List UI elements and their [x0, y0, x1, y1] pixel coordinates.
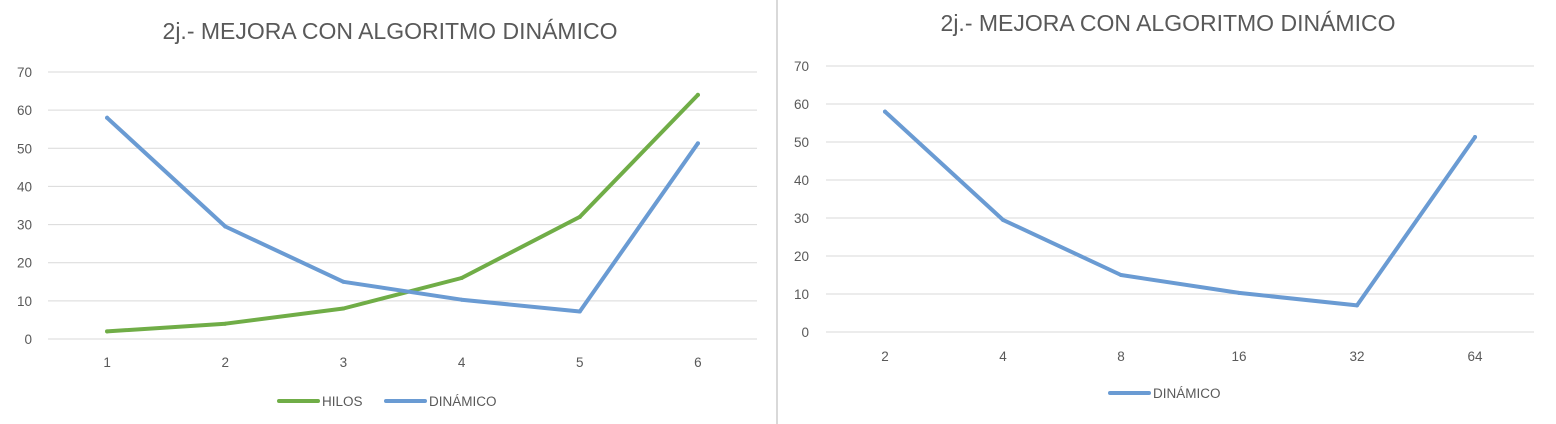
legend-label: DINÁMICO — [429, 394, 497, 409]
data-point-dinamico — [223, 224, 228, 229]
chart-panel-left: 2j.- MEJORA CON ALGORITMO DINÁMICO 0 10 20… — [0, 0, 776, 424]
y-tick-label: 40 — [794, 173, 809, 188]
legend: HILOS DINÁMICO — [277, 394, 497, 409]
data-point-dinamico — [1237, 290, 1241, 295]
series-lines — [883, 109, 1477, 308]
data-point-hilos — [223, 321, 228, 326]
y-tick-label: 0 — [24, 332, 32, 347]
y-axis-ticks: 0 10 20 30 40 50 60 70 — [17, 65, 32, 347]
x-tick-label: 32 — [1349, 349, 1364, 364]
y-tick-label: 60 — [794, 97, 809, 112]
legend-label: DINÁMICO — [1153, 386, 1221, 401]
series-line-dinamico — [105, 115, 700, 314]
y-axis-ticks: 0 10 20 30 40 50 60 70 — [794, 59, 809, 340]
data-point-hilos — [577, 214, 582, 219]
legend: DINÁMICO — [1108, 386, 1221, 401]
y-tick-label: 30 — [17, 218, 32, 233]
chart-panel-right: 2j.- MEJORA CON ALGORITMO DINÁMICO 0 10 20… — [778, 0, 1556, 424]
x-tick-label: 4 — [458, 355, 466, 370]
y-tick-label: 70 — [794, 59, 809, 74]
x-tick-label: 64 — [1467, 349, 1483, 364]
data-point-hilos — [459, 275, 464, 280]
series-line-dinamico — [883, 109, 1477, 308]
x-tick-label: 5 — [576, 355, 584, 370]
x-axis-ticks: 1 2 3 4 5 6 — [103, 355, 701, 370]
y-tick-label: 20 — [794, 249, 809, 264]
y-tick-label: 50 — [17, 141, 32, 156]
y-tick-label: 10 — [17, 294, 32, 309]
y-tick-label: 70 — [17, 65, 32, 80]
x-tick-label: 1 — [103, 355, 111, 370]
data-point-dinamico — [459, 297, 464, 302]
chart-title: 2j.- MEJORA CON ALGORITMO DINÁMICO — [163, 18, 618, 44]
data-point-dinamico — [105, 115, 110, 120]
data-point-dinamico — [883, 109, 887, 114]
y-tick-label: 0 — [801, 325, 809, 340]
legend-item-dinamico: DINÁMICO — [384, 394, 497, 409]
data-point-dinamico — [577, 309, 582, 314]
y-tick-label: 40 — [17, 179, 32, 194]
x-tick-label: 2 — [221, 355, 229, 370]
x-tick-label: 6 — [694, 355, 702, 370]
x-tick-label: 2 — [881, 349, 889, 364]
x-tick-label: 3 — [340, 355, 348, 370]
data-point-dinamico — [341, 279, 346, 284]
chart-title: 2j.- MEJORA CON ALGORITMO DINÁMICO — [941, 10, 1396, 36]
x-tick-label: 16 — [1231, 349, 1246, 364]
data-point-hilos — [341, 306, 346, 311]
y-tick-label: 20 — [17, 256, 32, 271]
line-chart-left: 2j.- MEJORA CON ALGORITMO DINÁMICO 01020… — [17, 18, 757, 409]
series-line-hilos — [105, 92, 700, 334]
data-point-dinamico — [1001, 217, 1005, 222]
data-point-dinamico — [1473, 135, 1477, 140]
line-chart-right: 2j.- MEJORA CON ALGORITMO DINÁMICO 01020… — [794, 10, 1534, 401]
data-point-hilos — [695, 92, 700, 97]
y-tick-label: 50 — [794, 135, 809, 150]
y-tick-label: 30 — [794, 211, 809, 226]
x-tick-label: 4 — [999, 349, 1007, 364]
data-point-hilos — [105, 329, 110, 334]
data-point-dinamico — [695, 141, 700, 146]
x-axis-ticks: 2 4 8 16 32 64 — [881, 349, 1483, 364]
legend-label: HILOS — [322, 394, 363, 409]
data-point-dinamico — [1355, 303, 1359, 308]
y-tick-label: 10 — [794, 287, 809, 302]
data-point-dinamico — [1119, 273, 1123, 277]
series-lines — [105, 92, 700, 334]
legend-item-hilos: HILOS — [277, 394, 363, 409]
y-tick-label: 60 — [17, 103, 32, 118]
legend-item-dinamico: DINÁMICO — [1108, 386, 1221, 401]
panel-divider — [776, 0, 778, 424]
x-tick-label: 8 — [1117, 349, 1125, 364]
gridlines — [48, 71, 757, 340]
gridlines — [826, 65, 1534, 333]
